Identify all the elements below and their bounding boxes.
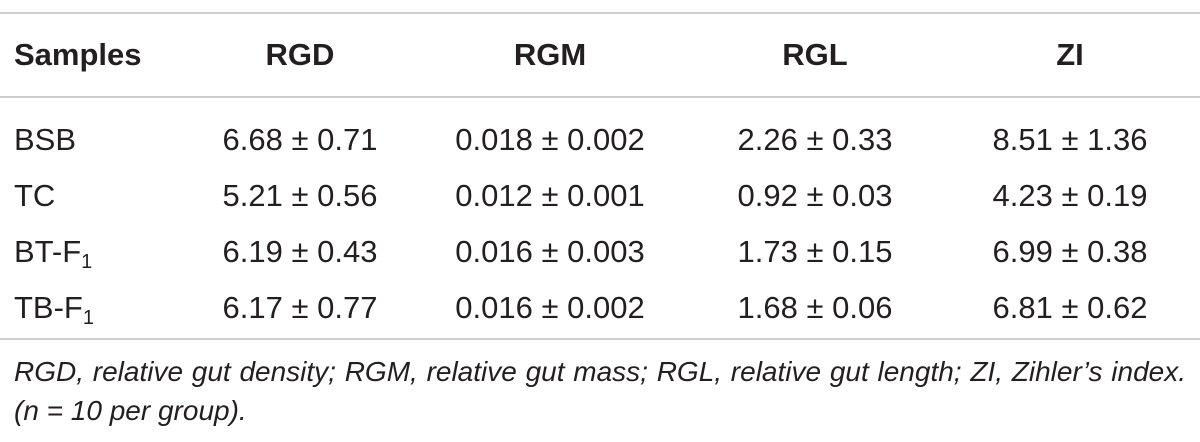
rgl-cell: 2.26 ± 0.33 bbox=[737, 122, 893, 157]
zi-cell: 4.23 ± 0.19 bbox=[992, 178, 1148, 213]
table-row: BT-F1 6.19 ± 0.43 0.016 ± 0.003 1.73 ± 0… bbox=[0, 224, 1200, 280]
table-header-row: Samples RGD RGM RGL ZI bbox=[0, 14, 1200, 96]
sample-cell: BT-F1 bbox=[14, 234, 93, 273]
table-footnote: RGD, relative gut density; RGM, relative… bbox=[14, 356, 1186, 426]
gut-measurements-table: Samples RGD RGM RGL ZI BSB 6.68 ± 0.71 0… bbox=[0, 14, 1200, 336]
sample-cell: TC bbox=[14, 178, 56, 213]
header-rgl: RGL bbox=[782, 37, 848, 72]
rgd-cell: 6.68 ± 0.71 bbox=[222, 122, 378, 157]
rgm-cell: 0.016 ± 0.002 bbox=[455, 290, 645, 325]
table-bottom-rule bbox=[0, 338, 1200, 340]
zi-cell: 6.99 ± 0.38 bbox=[992, 234, 1148, 269]
rgd-cell: 6.19 ± 0.43 bbox=[222, 234, 378, 269]
header-rgm: RGM bbox=[513, 37, 587, 72]
zi-cell: 8.51 ± 1.36 bbox=[992, 122, 1148, 157]
rgl-cell: 1.73 ± 0.15 bbox=[737, 234, 893, 269]
header-samples: Samples bbox=[14, 37, 142, 72]
zi-cell: 6.81 ± 0.62 bbox=[992, 290, 1148, 325]
table-row: TB-F1 6.17 ± 0.77 0.016 ± 0.002 1.68 ± 0… bbox=[0, 280, 1200, 336]
rgl-cell: 0.92 ± 0.03 bbox=[737, 178, 893, 213]
table-row: BSB 6.68 ± 0.71 0.018 ± 0.002 2.26 ± 0.3… bbox=[0, 96, 1200, 168]
sample-cell: TB-F1 bbox=[14, 290, 94, 329]
header-zi: ZI bbox=[1056, 37, 1084, 72]
table-top-rule bbox=[0, 12, 1200, 14]
rgl-cell: 1.68 ± 0.06 bbox=[737, 290, 893, 325]
sample-cell: BSB bbox=[14, 122, 77, 157]
rgd-cell: 6.17 ± 0.77 bbox=[222, 290, 378, 325]
rgd-cell: 5.21 ± 0.56 bbox=[222, 178, 378, 213]
rgm-cell: 0.016 ± 0.003 bbox=[455, 234, 645, 269]
rgm-cell: 0.012 ± 0.001 bbox=[455, 178, 645, 213]
rgm-cell: 0.018 ± 0.002 bbox=[455, 122, 645, 157]
header-rgd: RGD bbox=[265, 37, 335, 72]
table-row: TC 5.21 ± 0.56 0.012 ± 0.001 0.92 ± 0.03… bbox=[0, 168, 1200, 224]
table-header-rule bbox=[0, 96, 1200, 98]
